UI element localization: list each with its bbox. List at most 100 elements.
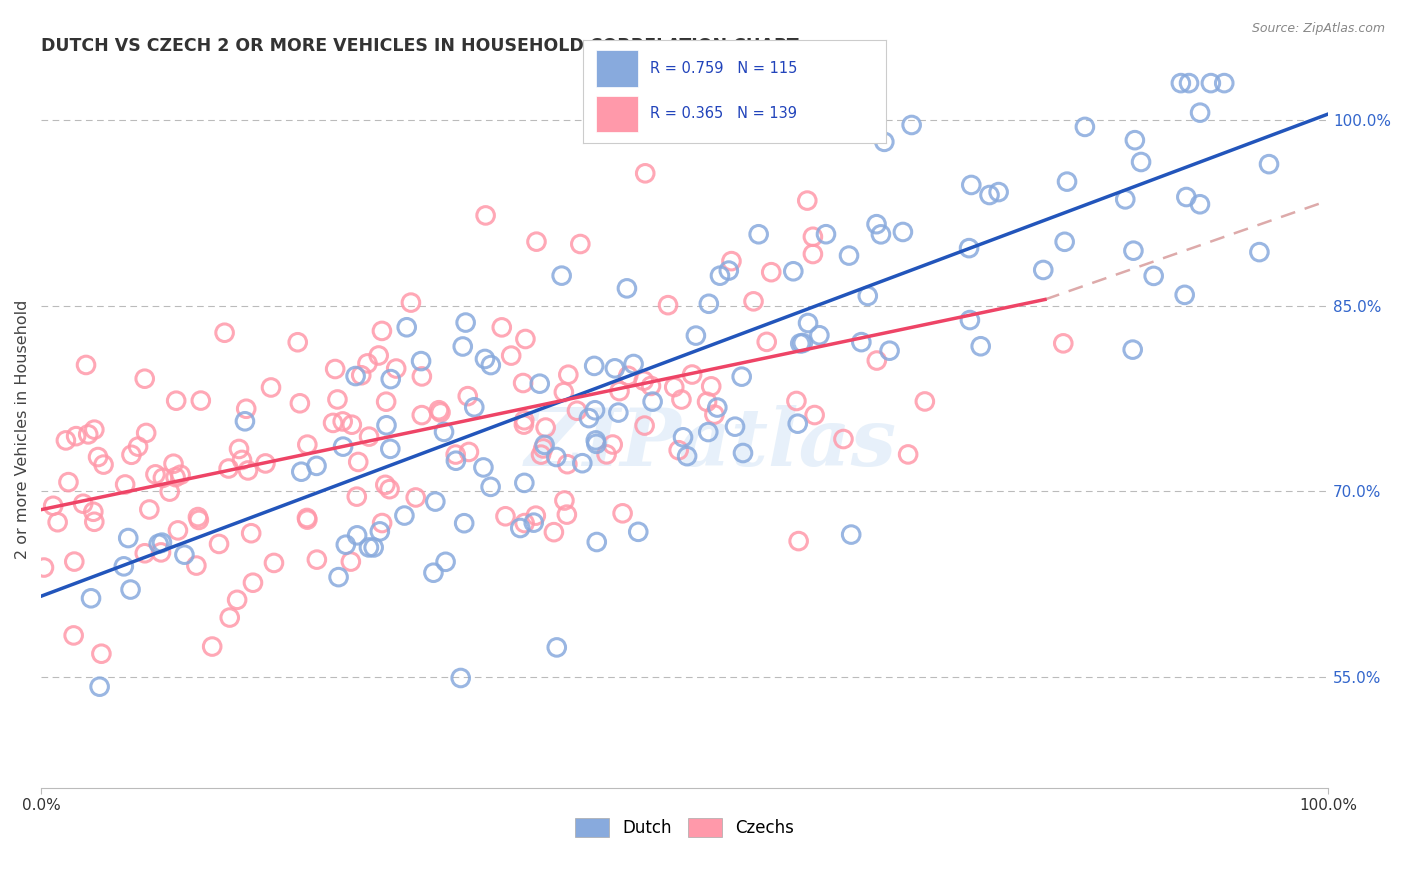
Point — [145, 467, 167, 482]
Point — [879, 343, 901, 358]
Point — [444, 448, 467, 462]
Point — [120, 448, 142, 462]
Point — [114, 477, 136, 491]
Point — [152, 471, 174, 485]
Point — [89, 680, 111, 694]
Point — [454, 316, 477, 330]
Point — [356, 356, 378, 370]
Point — [495, 509, 517, 524]
Point — [1122, 343, 1144, 357]
Point — [782, 264, 804, 278]
Y-axis label: 2 or more Vehicles in Household: 2 or more Vehicles in Household — [15, 300, 30, 559]
Point — [80, 591, 103, 606]
Point — [866, 353, 889, 368]
Point — [491, 320, 513, 334]
Point — [1188, 197, 1211, 211]
Point — [363, 541, 385, 555]
Text: Source: ZipAtlas.com: Source: ZipAtlas.com — [1251, 22, 1385, 36]
Point — [422, 566, 444, 580]
Point — [839, 527, 862, 541]
FancyBboxPatch shape — [596, 95, 638, 132]
Point — [228, 442, 250, 456]
Point — [148, 537, 170, 551]
Point — [1056, 175, 1078, 189]
Point — [515, 332, 537, 346]
Point — [201, 640, 224, 654]
Point — [543, 525, 565, 540]
Point — [263, 556, 285, 570]
Point — [375, 418, 398, 433]
Point — [167, 524, 190, 538]
Point — [187, 513, 209, 527]
Point — [394, 508, 416, 523]
Point — [231, 453, 253, 467]
Point — [557, 368, 579, 382]
Point — [720, 254, 742, 268]
Point — [82, 505, 104, 519]
Point — [501, 349, 523, 363]
Point — [120, 582, 142, 597]
Point — [187, 510, 209, 524]
Point — [706, 401, 728, 415]
Point — [1258, 157, 1281, 171]
Point — [58, 475, 80, 489]
Point — [242, 575, 264, 590]
Point — [297, 513, 319, 527]
Point — [427, 403, 450, 417]
Point — [700, 379, 723, 393]
Point — [914, 394, 936, 409]
Point — [633, 418, 655, 433]
Point — [214, 326, 236, 340]
Point — [748, 227, 770, 242]
Point — [93, 458, 115, 472]
Point — [127, 440, 149, 454]
Point — [513, 417, 536, 432]
Point — [218, 461, 240, 475]
Point — [260, 380, 283, 394]
Point — [378, 482, 401, 496]
Point — [1189, 105, 1212, 120]
Point — [808, 328, 831, 343]
Point — [385, 361, 408, 376]
Point — [328, 570, 350, 584]
Point — [801, 229, 824, 244]
Point — [226, 592, 249, 607]
Point — [357, 541, 380, 555]
Point — [433, 425, 456, 439]
Point — [627, 524, 650, 539]
Point — [236, 463, 259, 477]
Point — [287, 335, 309, 350]
Point — [240, 526, 263, 541]
Point — [792, 336, 814, 351]
Point — [612, 506, 634, 520]
Point — [1175, 190, 1198, 204]
Point — [513, 516, 536, 530]
Point — [900, 118, 922, 132]
Point — [785, 394, 807, 409]
Point — [987, 185, 1010, 199]
Point — [411, 408, 433, 422]
Point — [865, 217, 887, 231]
Point — [569, 237, 592, 252]
Point — [697, 297, 720, 311]
Point — [479, 358, 502, 372]
Point — [1032, 263, 1054, 277]
Point — [513, 475, 536, 490]
Point — [347, 455, 370, 469]
Point — [208, 537, 231, 551]
Point — [803, 408, 825, 422]
Point — [832, 432, 855, 446]
Point — [676, 449, 699, 463]
Text: R = 0.759   N = 115: R = 0.759 N = 115 — [650, 62, 797, 77]
Point — [555, 508, 578, 522]
Point — [787, 534, 810, 549]
Point — [607, 406, 630, 420]
Point — [512, 376, 534, 390]
Point — [150, 545, 173, 559]
Point — [290, 465, 312, 479]
Point — [960, 178, 983, 192]
Point — [457, 389, 479, 403]
Point — [322, 416, 344, 430]
Point — [1174, 288, 1197, 302]
Point — [534, 420, 557, 434]
